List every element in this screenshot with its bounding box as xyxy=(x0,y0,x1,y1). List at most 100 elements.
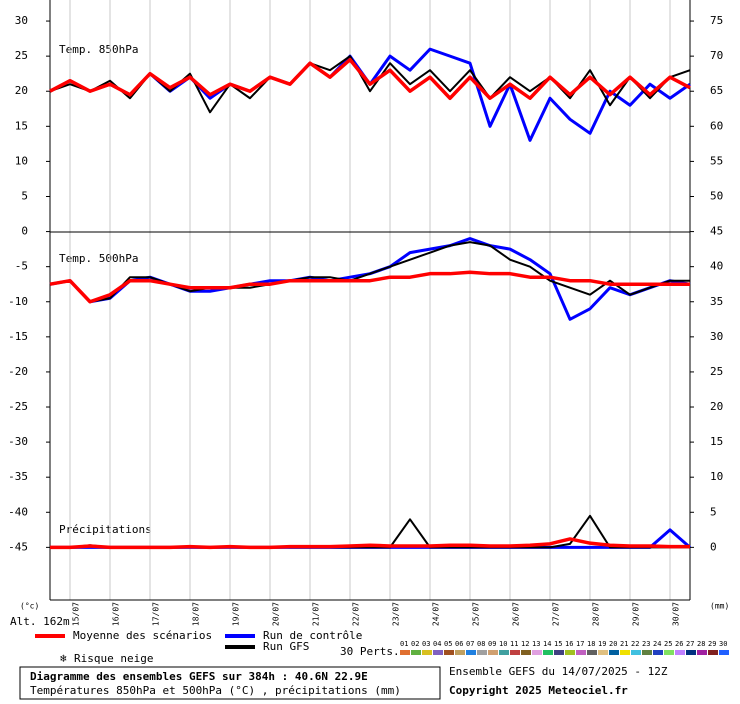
x-tick-label: 23/07 xyxy=(392,602,401,626)
perturbation-label: 28 xyxy=(697,640,705,648)
perturbation-swatch xyxy=(422,650,432,655)
y2-tick-label: 25 xyxy=(710,365,723,378)
x-tick-label: 16/07 xyxy=(112,602,121,626)
x-tick-label: 29/07 xyxy=(632,602,641,626)
perturbation-label: 20 xyxy=(609,640,617,648)
y-tick-label: 5 xyxy=(21,189,28,202)
x-tick-label: 15/07 xyxy=(72,602,81,626)
perturbation-swatch xyxy=(543,650,553,655)
x-tick-label: 30/07 xyxy=(672,602,681,626)
y2-tick-label: 5 xyxy=(710,505,717,518)
y-unit: (°c) xyxy=(20,602,39,611)
perturbation-swatch xyxy=(598,650,608,655)
x-tick-label: 19/07 xyxy=(232,602,241,626)
perturbation-swatch xyxy=(719,650,729,655)
y-tick-label: -45 xyxy=(8,540,28,553)
perturbation-swatch xyxy=(444,650,454,655)
perturbation-swatch xyxy=(400,650,410,655)
legend-label: Run GFS xyxy=(263,640,309,653)
x-tick-label: 22/07 xyxy=(352,602,361,626)
perturbation-label: 17 xyxy=(576,640,584,648)
x-tick-label: 28/07 xyxy=(592,602,601,626)
perturbation-label: 12 xyxy=(521,640,529,648)
perturbation-label: 04 xyxy=(433,640,441,648)
perturbation-label: 25 xyxy=(664,640,672,648)
legend-label: Run de contrôle xyxy=(263,629,362,642)
perturbation-label: 05 xyxy=(444,640,452,648)
y-tick-label: 0 xyxy=(21,225,28,238)
perturbation-swatch xyxy=(620,650,630,655)
perturbation-label: 30 xyxy=(719,640,727,648)
x-tick-label: 26/07 xyxy=(512,602,521,626)
x-tick-label: 21/07 xyxy=(312,602,321,626)
chart-title: Diagramme des ensembles GEFS sur 384h : … xyxy=(30,670,368,683)
series-line xyxy=(49,47,691,142)
x-tick-label: 27/07 xyxy=(552,602,561,626)
x-tick-label: 20/07 xyxy=(272,602,281,626)
perturbations-label: 30 Perts. xyxy=(340,645,400,658)
perturbation-label: 07 xyxy=(466,640,474,648)
perturbation-label: 08 xyxy=(477,640,485,648)
y2-tick-label: 55 xyxy=(710,154,723,167)
title-box xyxy=(19,666,441,700)
y-tick-label: -25 xyxy=(8,400,28,413)
series-line xyxy=(49,270,690,304)
perturbation-swatch xyxy=(488,650,498,655)
y2-unit: (mm) xyxy=(710,602,729,611)
panel-label: Temp. 500hPa xyxy=(59,252,138,265)
perturbation-label: 29 xyxy=(708,640,716,648)
altitude: Alt. 162m xyxy=(10,615,70,628)
perturbation-label: 09 xyxy=(488,640,496,648)
perturbation-label: 02 xyxy=(411,640,419,648)
perturbation-swatch xyxy=(708,650,718,655)
perturbation-swatch xyxy=(411,650,421,655)
y2-tick-label: 15 xyxy=(710,435,723,448)
y2-tick-label: 50 xyxy=(710,189,723,202)
perturbation-swatch xyxy=(565,650,575,655)
perturbation-label: 23 xyxy=(642,640,650,648)
y2-tick-label: 75 xyxy=(710,14,723,27)
y-tick-label: 25 xyxy=(15,49,28,62)
perturbation-swatch xyxy=(587,650,597,655)
perturbation-label: 03 xyxy=(422,640,430,648)
perturbation-swatch xyxy=(664,650,674,655)
perturbation-swatch xyxy=(554,650,564,655)
y-tick-label: 15 xyxy=(15,119,28,132)
perturbation-label: 26 xyxy=(675,640,683,648)
y-tick-label: 10 xyxy=(15,154,28,167)
perturbation-swatch xyxy=(675,650,685,655)
y-tick-label: -15 xyxy=(8,330,28,343)
perturbation-label: 06 xyxy=(455,640,463,648)
y-tick-label: -5 xyxy=(15,260,28,273)
perturbation-swatch xyxy=(466,650,476,655)
perturbation-label: 22 xyxy=(631,640,639,648)
y-tick-label: -30 xyxy=(8,435,28,448)
y-tick-label: -10 xyxy=(8,295,28,308)
perturbation-label: 24 xyxy=(653,640,661,648)
perturbation-swatch xyxy=(532,650,542,655)
y2-tick-label: 45 xyxy=(710,225,723,238)
perturbation-swatch xyxy=(631,650,641,655)
perturbation-swatch xyxy=(510,650,520,655)
perturbation-swatch xyxy=(433,650,443,655)
perturbation-swatch xyxy=(499,650,509,655)
y2-tick-label: 0 xyxy=(710,540,717,553)
x-tick-label: 24/07 xyxy=(432,602,441,626)
run-info: Ensemble GEFS du 14/07/2025 - 12Z xyxy=(449,665,668,678)
series-line xyxy=(49,57,691,100)
y-tick-label: 20 xyxy=(15,84,28,97)
perturbation-label: 18 xyxy=(587,640,595,648)
perturbation-label: 11 xyxy=(510,640,518,648)
perturbation-swatch xyxy=(653,650,663,655)
perturbation-label: 27 xyxy=(686,640,694,648)
y2-tick-label: 20 xyxy=(710,400,723,413)
y-tick-label: 30 xyxy=(15,14,28,27)
y2-tick-label: 40 xyxy=(710,260,723,273)
y-tick-label: -35 xyxy=(8,470,28,483)
perturbation-swatch xyxy=(697,650,707,655)
panel-label: Précipitations xyxy=(59,523,152,536)
perturbation-label: 16 xyxy=(565,640,573,648)
y2-tick-label: 70 xyxy=(710,49,723,62)
perturbation-swatch xyxy=(455,650,465,655)
